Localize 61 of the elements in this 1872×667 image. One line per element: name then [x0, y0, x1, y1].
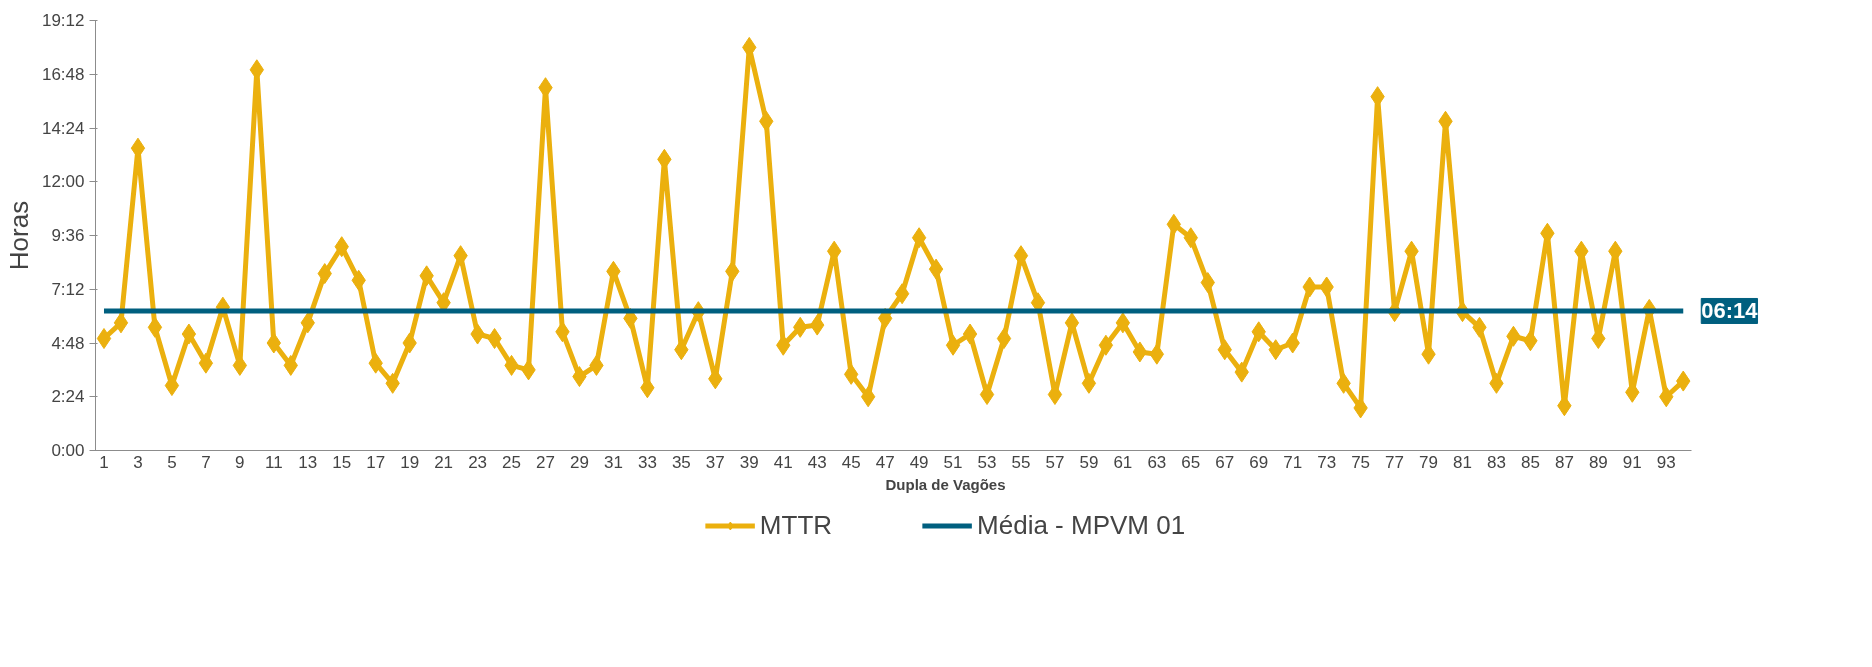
y-tick-label: 12:00 [41, 172, 85, 192]
y-tick-label: 16:48 [41, 64, 85, 84]
x-tick-label: 37 [705, 452, 725, 472]
x-tick-label: 5 [167, 452, 177, 472]
x-tick-label: 61 [1113, 452, 1133, 472]
x-tick-label: 55 [1011, 452, 1031, 472]
x-tick-label: 49 [909, 452, 929, 472]
y-tick-label: 19:12 [41, 11, 85, 30]
x-tick-label: 79 [1419, 452, 1438, 472]
x-tick-label: 21 [434, 452, 454, 472]
x-tick-label: 59 [1079, 452, 1099, 472]
x-tick-label: 63 [1147, 452, 1167, 472]
x-tick-label: 31 [603, 452, 623, 472]
x-tick-label: 35 [671, 452, 691, 472]
x-tick-label: 73 [1317, 452, 1337, 472]
x-axis-title: Dupla de Vagões [885, 475, 1006, 493]
x-tick-label: 57 [1045, 452, 1065, 472]
y-tick-label: 2:24 [51, 387, 85, 407]
x-tick-label: 89 [1588, 452, 1608, 472]
x-tick-label: 91 [1622, 452, 1642, 472]
x-tick-label: 15 [332, 452, 352, 472]
x-tick-label: 27 [536, 452, 555, 472]
x-tick-label: 11 [264, 452, 283, 472]
y-tick-label: 0:00 [51, 441, 85, 460]
x-tick-label: 53 [977, 452, 997, 472]
x-tick-label: 29 [570, 452, 589, 472]
x-tick-label: 9 [235, 452, 245, 472]
y-axis-title: Horas [3, 200, 34, 271]
x-tick-label: 1 [99, 452, 109, 472]
x-tick-label: 23 [468, 452, 488, 472]
x-tick-label: 43 [807, 452, 827, 472]
x-tick-label: 39 [739, 452, 759, 472]
x-tick-label: 45 [841, 452, 861, 472]
legend-label: MTTR [759, 509, 833, 541]
x-tick-label: 93 [1656, 452, 1676, 472]
x-tick-label: 69 [1249, 452, 1269, 472]
x-tick-label: 19 [400, 452, 420, 472]
x-tick-label: 81 [1453, 452, 1472, 472]
x-tick-label: 51 [943, 452, 963, 472]
x-tick-label: 13 [298, 452, 318, 472]
x-tick-label: 67 [1215, 452, 1235, 472]
x-tick-label: 17 [366, 452, 386, 472]
x-tick-label: 25 [502, 452, 522, 472]
x-tick-label: 47 [875, 452, 895, 472]
annotation: 06:14 [1701, 298, 1759, 324]
x-tick-label: 33 [637, 452, 657, 472]
x-tick-label: 3 [133, 452, 143, 472]
x-tick-label: 41 [773, 452, 793, 472]
x-tick-label: 77 [1385, 452, 1405, 472]
y-tick-label: 7:12 [51, 279, 85, 299]
x-tick-label: 87 [1554, 452, 1574, 472]
x-tick-label: 71 [1283, 452, 1303, 472]
x-tick-label: 75 [1351, 452, 1371, 472]
y-tick-label: 4:48 [51, 333, 85, 353]
x-tick-label: 7 [201, 452, 211, 472]
x-tick-label: 83 [1487, 452, 1506, 472]
y-tick-label: 14:24 [41, 118, 85, 138]
y-tick-label: 9:36 [51, 226, 85, 245]
x-tick-label: 65 [1181, 452, 1201, 472]
legend-label: Média - MPVM 01 [977, 509, 1186, 541]
x-tick-label: 85 [1520, 452, 1540, 472]
